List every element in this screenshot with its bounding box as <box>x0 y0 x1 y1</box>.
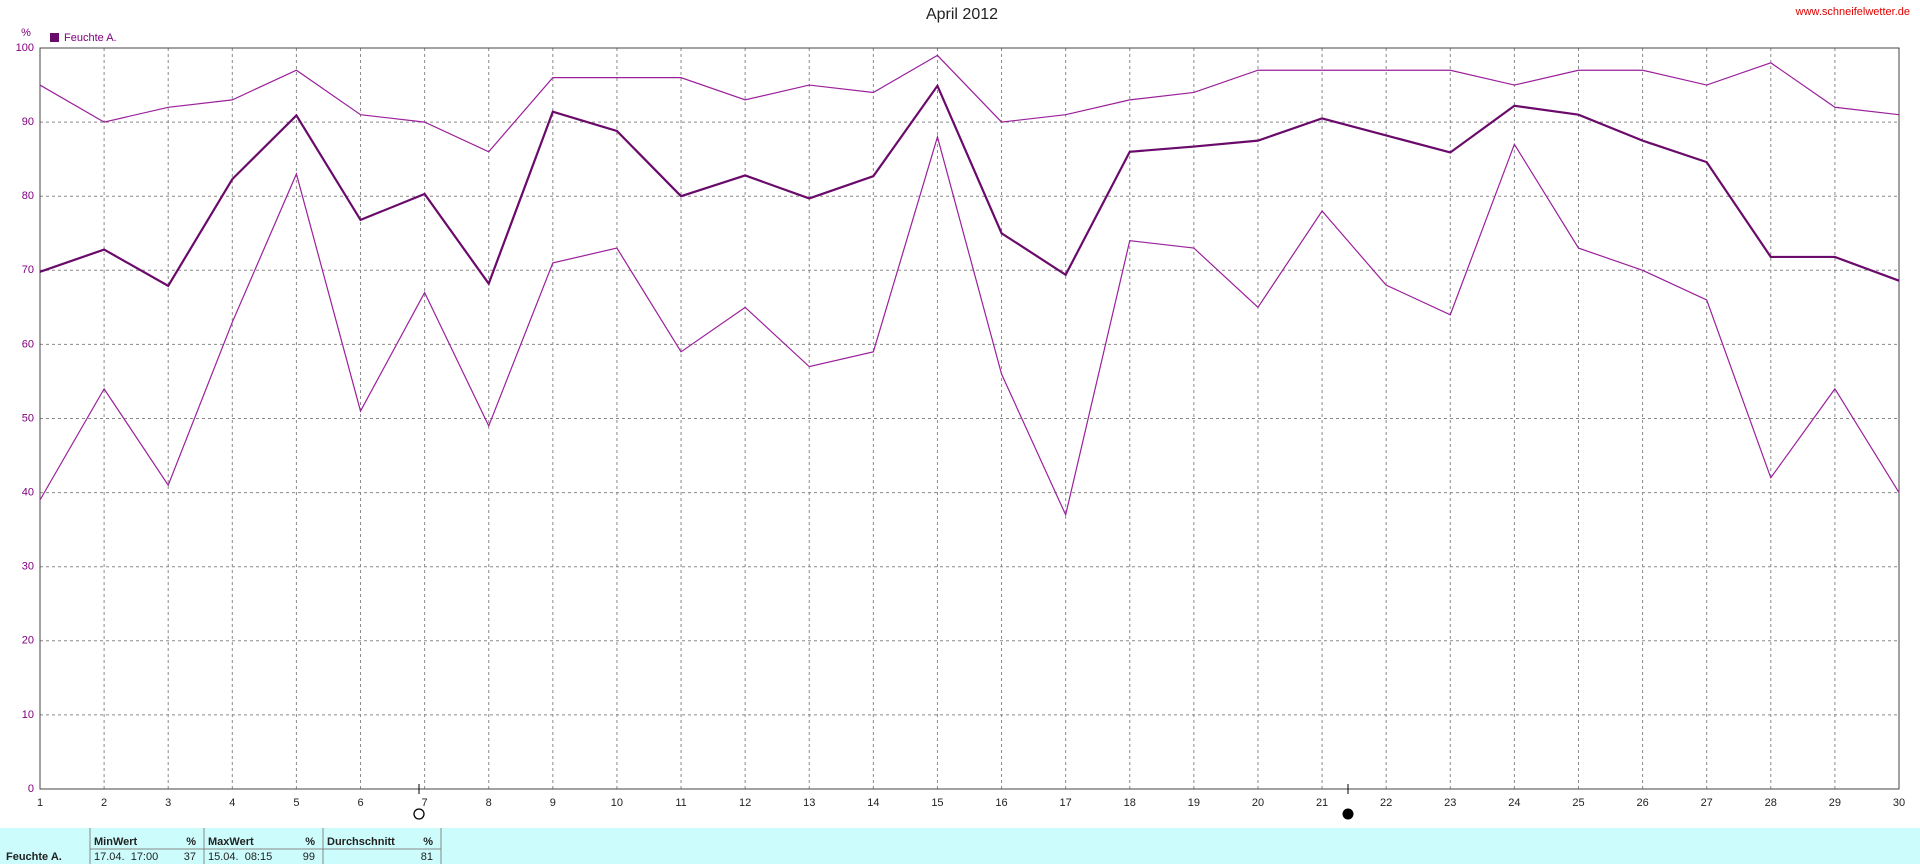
y-tick-label: 100 <box>16 42 34 54</box>
x-tick-label: 26 <box>1636 797 1648 809</box>
x-tick-label: 27 <box>1701 797 1713 809</box>
cell-time: 17.04. 17:00 <box>94 851 158 863</box>
x-tick-label: 28 <box>1765 797 1777 809</box>
cell-value: 99 <box>303 851 315 863</box>
x-tick-label: 13 <box>803 797 815 809</box>
line <box>39 54 1900 153</box>
x-tick-label: 25 <box>1572 797 1584 809</box>
x-tick-label: 5 <box>293 797 299 809</box>
x-tick-label: 19 <box>1188 797 1200 809</box>
plot-frame <box>39 47 1900 790</box>
x-tick-label: 20 <box>1252 797 1264 809</box>
x-tick-label: 11 <box>675 797 686 809</box>
stats-table: Feuchte A. MinWert % 17.04. 17:00 37 MaxWert… <box>6 828 442 864</box>
line <box>39 83 1900 288</box>
column-unit: % <box>423 836 433 848</box>
x-tick-label: 7 <box>422 797 428 809</box>
column-header: MaxWert <box>208 836 254 848</box>
source: www.schneifelwetter.de <box>1795 6 1910 18</box>
x-tick-label: 10 <box>611 797 623 809</box>
y-tick-label: 80 <box>22 190 34 202</box>
x-tick-label: 9 <box>550 797 556 809</box>
y-tick-label: 40 <box>22 487 34 499</box>
x-tick-label: 12 <box>739 797 751 809</box>
x-tick-label: 2 <box>101 797 107 809</box>
cell-value: 37 <box>184 851 196 863</box>
column-unit: % <box>186 836 196 848</box>
column-unit: % <box>305 836 315 848</box>
cell-time: 15.04. 08:15 <box>208 851 272 863</box>
x-tick-label: 17 <box>1060 797 1072 809</box>
full-moon-icon <box>413 808 425 820</box>
y-tick-label: 30 <box>22 561 34 573</box>
cell-value: 81 <box>421 851 433 863</box>
x-tick-label: 18 <box>1124 797 1136 809</box>
column-header: Durchschnitt <box>327 836 395 848</box>
x-tick-label: 16 <box>995 797 1007 809</box>
row-label: Feuchte A. <box>6 851 62 863</box>
x-tick-label: 15 <box>931 797 943 809</box>
y-axis-label: % <box>21 27 31 39</box>
y-tick-label: 0 <box>28 783 34 795</box>
chart-title: April 2012 <box>926 6 998 23</box>
x-tick-label: 6 <box>357 797 363 809</box>
legend-label: Feuchte A. <box>64 32 117 44</box>
x-tick-label: 3 <box>165 797 171 809</box>
y-tick-label: 10 <box>22 709 34 721</box>
stats-band <box>0 828 1920 864</box>
x-tick-label: 30 <box>1893 797 1905 809</box>
legend-swatch <box>50 33 59 42</box>
y-tick-label: 60 <box>22 338 34 350</box>
y-tick-label: 70 <box>22 264 34 276</box>
y-tick-label: 90 <box>22 116 34 128</box>
y-tick-label: 50 <box>22 412 34 424</box>
x-tick-label: 14 <box>867 797 879 809</box>
x-tick-label: 4 <box>229 797 235 809</box>
x-tick-label: 8 <box>486 797 492 809</box>
x-tick-label: 23 <box>1444 797 1456 809</box>
x-tick-label: 1 <box>37 797 43 809</box>
x-tick-label: 21 <box>1316 797 1328 809</box>
x-tick-label: 29 <box>1829 797 1841 809</box>
new-moon-icon <box>1342 808 1354 820</box>
y-tick-label: 20 <box>22 635 34 647</box>
x-tick-label: 24 <box>1508 797 1520 809</box>
x-tick-label: 22 <box>1380 797 1392 809</box>
column-header: MinWert <box>94 836 138 848</box>
line <box>39 134 1900 517</box>
